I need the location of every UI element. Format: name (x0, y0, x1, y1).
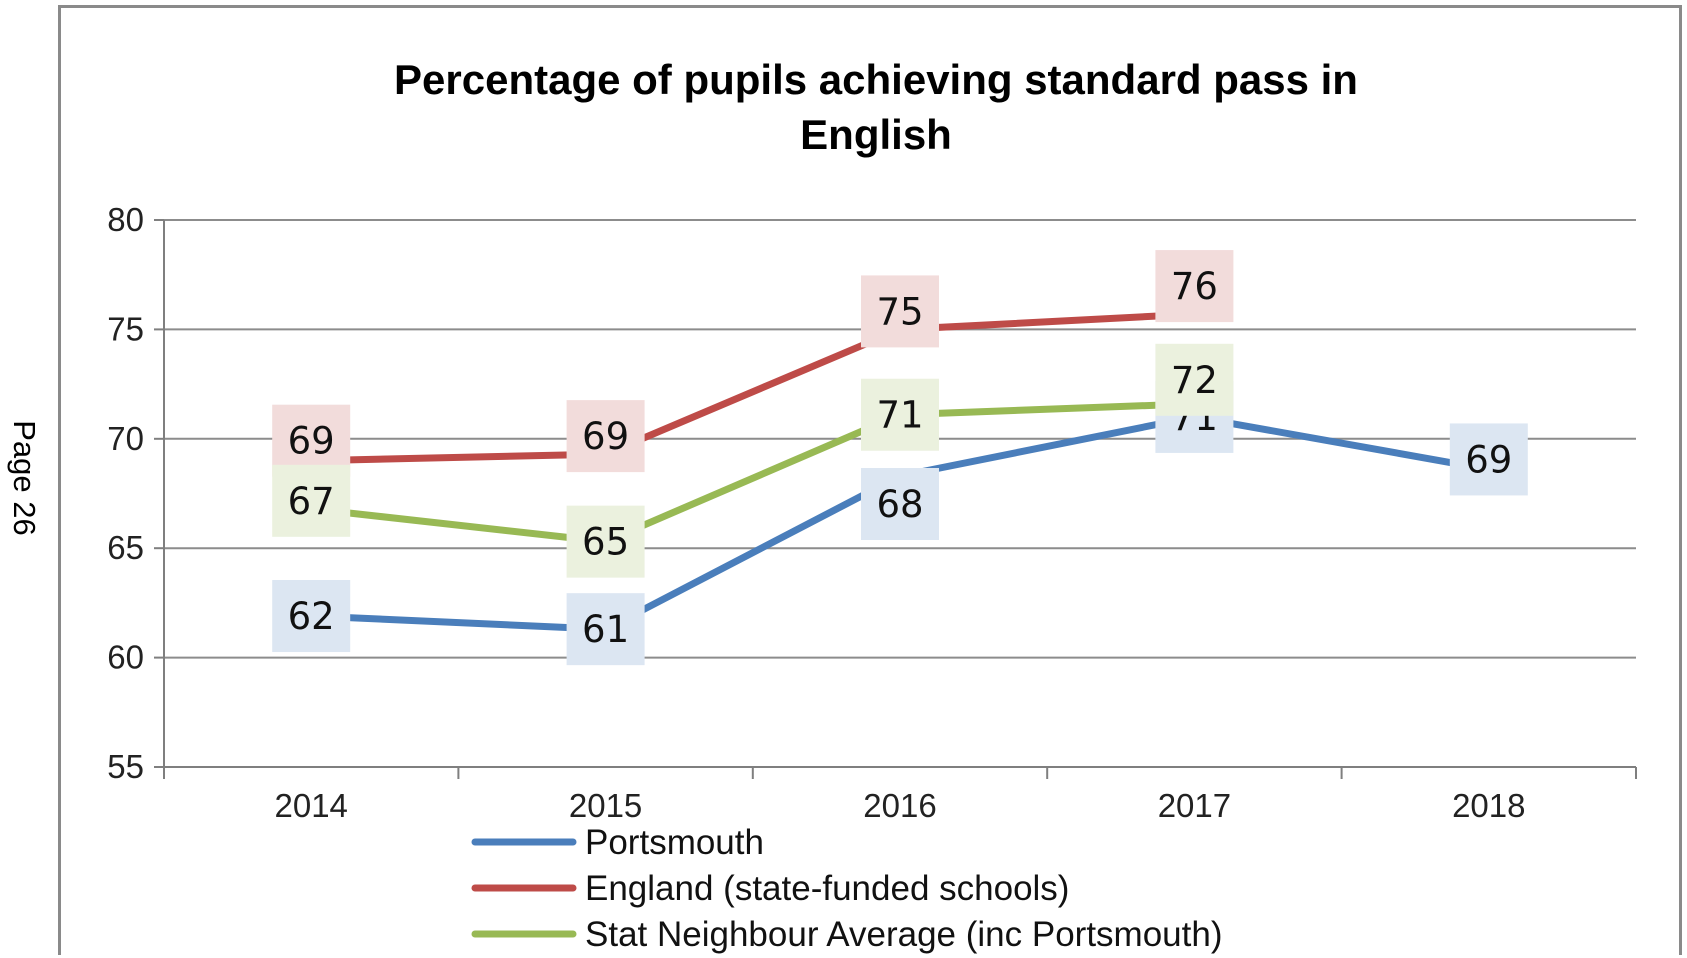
x-tick-label: 2015 (569, 787, 642, 824)
x-tick-label: 2017 (1158, 787, 1231, 824)
chart-frame: Percentage of pupils achieving standard … (58, 5, 1682, 955)
y-tick-label: 55 (107, 748, 144, 785)
y-tick-label: 65 (107, 529, 144, 566)
data-label-box (1449, 423, 1528, 496)
y-tick-label: 80 (107, 201, 144, 238)
data-label-box (272, 464, 351, 537)
data-label: 72 (1171, 359, 1218, 402)
data-label-box (861, 275, 939, 348)
data-label-box (861, 467, 939, 540)
y-tick-label: 75 (107, 310, 144, 347)
data-label: 69 (1465, 438, 1512, 481)
data-label: 69 (288, 420, 335, 463)
y-tick-label: 70 (107, 420, 144, 457)
data-label-box (861, 378, 939, 451)
chart-title-line: Percentage of pupils achieving standard … (394, 56, 1358, 103)
data-label: 71 (876, 394, 923, 437)
data-label: 67 (288, 480, 335, 523)
data-label: 68 (876, 483, 923, 526)
y-tick-label: 60 (107, 639, 144, 676)
series-line-1 (311, 310, 1195, 465)
data-label: 69 (582, 415, 629, 458)
x-tick-label: 2014 (274, 787, 347, 824)
data-label: 75 (876, 290, 923, 333)
x-tick-label: 2016 (863, 787, 936, 824)
chart-title-line: English (800, 111, 952, 158)
data-label-box (566, 400, 645, 473)
data-label-box (272, 580, 351, 653)
x-tick-label: 2018 (1452, 787, 1525, 824)
page-number-label: Page 26 (7, 420, 42, 536)
data-label: 61 (582, 608, 629, 651)
legend-entry: Stat Neighbour Average (inc Portsmouth) (585, 915, 1222, 954)
line-chart: Percentage of pupils achieving standard … (107, 56, 1637, 954)
legend-entry: Portsmouth (585, 823, 764, 862)
data-label: 65 (582, 521, 629, 564)
data-label-box (1155, 343, 1234, 416)
legend-entry: England (state-funded schools) (585, 869, 1069, 908)
data-label: 62 (288, 595, 335, 638)
series-line-2 (310, 400, 1195, 546)
data-label-box (272, 404, 351, 477)
data-label-box (566, 593, 645, 666)
data-label: 76 (1171, 265, 1218, 308)
data-label-box (566, 505, 645, 578)
data-label-box (1155, 250, 1234, 323)
